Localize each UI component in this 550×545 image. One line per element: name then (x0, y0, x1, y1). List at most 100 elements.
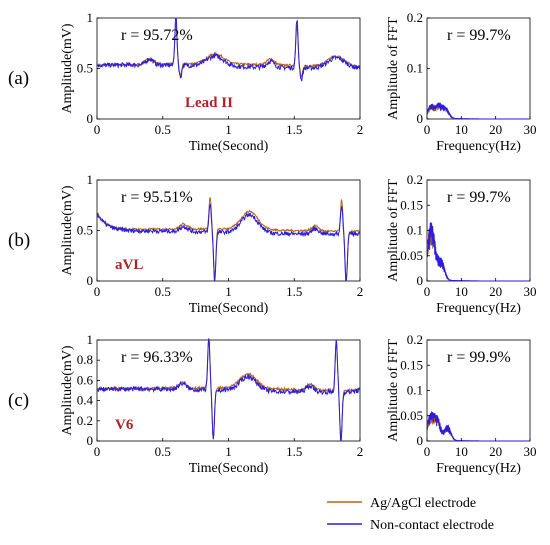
y-axis-label: Amplitude(mV) (60, 345, 75, 436)
traces (97, 338, 360, 441)
noncontact-fft-trace (427, 102, 530, 119)
x-axis-label: Frequency(Hz) (436, 139, 521, 154)
x-tick-label: 2 (357, 122, 364, 137)
x-tick-label: 1.5 (286, 284, 302, 299)
x-tick-label: 2 (357, 444, 364, 459)
x-tick-label: 20 (489, 284, 502, 299)
correlation-annotation: r = 99.9% (447, 349, 511, 366)
x-tick-label: 2 (357, 284, 364, 299)
traces (427, 411, 530, 441)
ecg-time-chart: 0 0.5 1 1.5 2 0 0.5 1 Time(Second) Amplitude(mV) r… (8, 10, 363, 154)
x-axis-label: Time(Second) (189, 139, 269, 154)
agagcl-trace (97, 197, 360, 279)
y-tick-label: 0.5 (77, 61, 93, 76)
x-tick-label: 0 (424, 444, 431, 459)
correlation-annotation: r = 99.7% (447, 27, 511, 44)
legend-label: Non-contact electrode (370, 518, 494, 533)
noncontact-trace (97, 203, 360, 281)
panel-label: (c) (8, 390, 29, 411)
y-tick-label: 0.5 (77, 223, 93, 238)
lead-label: aVL (115, 257, 143, 273)
x-tick-label: 0 (94, 122, 101, 137)
y-tick-label: 0.15 (400, 357, 423, 372)
y-tick-label: 0.1 (407, 383, 423, 398)
noncontact-trace (97, 338, 360, 441)
y-tick-label: 0 (417, 273, 424, 288)
x-axis-label: Time(Second) (189, 461, 269, 476)
x-axis-label: Frequency(Hz) (436, 301, 521, 316)
fft-chart: 0 10 20 30 0 0.05 0.1 0.15 0.2 Frequency(Hz) Ampli… (386, 172, 537, 316)
y-tick-label: 0 (87, 273, 94, 288)
x-tick-label: 10 (455, 444, 468, 459)
noncontact-fft-trace (427, 222, 530, 281)
x-tick-label: 30 (524, 284, 537, 299)
y-tick-label: 0 (87, 433, 94, 448)
y-axis-label: Amplitude(mV) (60, 185, 75, 276)
legend-label: Ag/AgCl electrode (370, 496, 476, 511)
x-tick-label: 0 (94, 284, 101, 299)
x-tick-label: 0.5 (155, 122, 171, 137)
agagcl-fft-trace (427, 411, 530, 441)
x-tick-label: 0 (94, 444, 101, 459)
fft-chart: 0 10 20 30 0 0.05 0.1 0.15 0.2 Frequency(Hz) Ampli… (386, 332, 537, 476)
panel-label: (a) (8, 68, 29, 89)
y-tick-label: 0.8 (77, 352, 93, 367)
y-tick-label: 0 (417, 111, 424, 126)
legend: Ag/AgCl electrode Non-contact electrode (327, 496, 494, 533)
y-tick-label: 0.05 (400, 248, 423, 263)
noncontact-trace (97, 17, 360, 82)
noncontact-fft-trace (427, 411, 530, 441)
correlation-annotation: r = 95.72% (121, 27, 193, 44)
y-tick-label: 0.2 (77, 413, 93, 428)
y-tick-label: 0.2 (407, 10, 423, 25)
x-axis-label: Time(Second) (189, 301, 269, 316)
y-axis-label: Amplitude(mV) (60, 23, 75, 114)
y-tick-label: 0.1 (407, 223, 423, 238)
x-tick-label: 1 (225, 444, 232, 459)
agagcl-fft-trace (427, 222, 530, 281)
x-tick-label: 0 (424, 122, 431, 137)
y-tick-label: 1 (87, 172, 94, 187)
x-tick-label: 1.5 (286, 122, 302, 137)
fft-chart: 0 10 20 30 0 0.1 0.2 Frequency(Hz) Amplitude of … (386, 10, 537, 154)
y-tick-label: 0.2 (407, 172, 423, 187)
correlation-annotation: r = 95.51% (121, 189, 193, 206)
y-tick-label: 0.6 (77, 372, 94, 387)
ecg-time-chart: 0 0.5 1 1.5 2 0 0.2 0.4 0.6 0.8 1 Time(Second) Ampli… (8, 332, 363, 476)
correlation-annotation: r = 96.33% (121, 349, 193, 366)
x-tick-label: 20 (489, 444, 502, 459)
lead-label: Lead II (185, 95, 233, 111)
x-tick-label: 0.5 (155, 284, 171, 299)
x-axis-label: Frequency(Hz) (436, 461, 521, 476)
x-tick-label: 10 (455, 122, 468, 137)
correlation-annotation: r = 99.7% (447, 189, 511, 206)
y-tick-label: 1 (87, 332, 94, 347)
y-tick-label: 1 (87, 10, 94, 25)
x-tick-label: 20 (489, 122, 502, 137)
x-tick-label: 1.5 (286, 444, 302, 459)
x-tick-label: 0 (424, 284, 431, 299)
y-axis-label: Amplitude of FFT (386, 339, 401, 442)
y-tick-label: 0.2 (407, 332, 423, 347)
y-tick-label: 0 (87, 111, 94, 126)
y-axis-label: Amplitude of FFT (386, 179, 401, 282)
traces (427, 102, 530, 119)
lead-label: V6 (115, 417, 134, 433)
x-tick-label: 30 (524, 444, 537, 459)
y-tick-label: 0.15 (400, 197, 423, 212)
x-tick-label: 1 (225, 122, 232, 137)
ecg-time-chart: 0 0.5 1 1.5 2 0 0.5 1 Time(Second) Amplitude(mV) r… (8, 172, 363, 316)
x-tick-label: 10 (455, 284, 468, 299)
traces (427, 222, 530, 281)
x-tick-label: 1 (225, 284, 232, 299)
y-tick-label: 0.1 (407, 61, 423, 76)
y-tick-label: 0 (417, 433, 424, 448)
traces (97, 17, 360, 82)
panel-label: (b) (8, 230, 30, 251)
y-tick-label: 0.05 (400, 408, 423, 423)
x-tick-label: 30 (524, 122, 537, 137)
y-axis-label: Amplitude of FFT (386, 17, 401, 120)
traces (97, 197, 360, 281)
x-tick-label: 0.5 (155, 444, 171, 459)
